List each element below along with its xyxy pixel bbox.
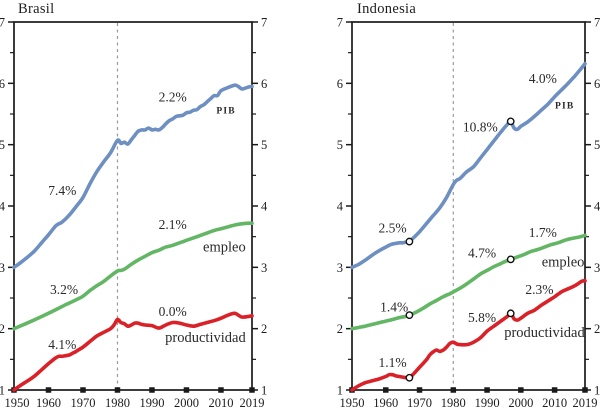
annotation-25: 2.5% <box>378 221 406 236</box>
annotation-47: 4.7% <box>468 246 496 261</box>
x-tick-label: 1970 <box>407 396 432 410</box>
y-tick-label-left: 1 <box>0 384 5 398</box>
breakpoint-marker-productividad <box>405 373 414 382</box>
x-tick-label: 1950 <box>340 396 365 410</box>
y-tick-label-left: 7 <box>0 16 5 30</box>
y-tick-label-right: 1 <box>261 384 267 398</box>
y-tick-label-left: 2 <box>337 322 343 336</box>
x-tick-marker <box>114 387 121 393</box>
series-line-PIB <box>12 83 254 270</box>
annotation-23: 2.3% <box>525 282 553 297</box>
annotation-empleo: empleo <box>542 254 585 270</box>
annotation-11: 1.1% <box>378 355 406 370</box>
annotation-22: 2.2% <box>159 89 187 104</box>
x-tick-marker <box>183 387 190 393</box>
x-tick-label: 2010 <box>542 396 567 410</box>
y-tick-label-right: 2 <box>594 322 600 336</box>
y-tick-label-right: 6 <box>594 77 600 91</box>
y-tick-label-right: 3 <box>594 261 600 275</box>
y-tick-label-left: 1 <box>337 384 343 398</box>
y-tick-label-right: 1 <box>594 384 600 398</box>
breakpoint-marker-PIB <box>506 117 515 126</box>
chart-indonesia: 1 1 2 2 3 3 4 4 5 5 6 6 7 7 1950 1960 1970 1980 1990 2000 20… <box>337 16 600 411</box>
breakpoint-marker-empleo <box>506 255 515 264</box>
breakpoint-marker-productividad <box>506 309 515 318</box>
y-tick-label-right: 2 <box>261 322 267 336</box>
annotation-108: 10.8% <box>463 119 498 134</box>
y-tick-label-left: 2 <box>0 322 5 336</box>
y-tick-label-left: 3 <box>0 261 5 275</box>
y-tick-label-right: 7 <box>594 16 600 30</box>
annotation-40: 4.0% <box>529 71 557 86</box>
x-tick-label: 1980 <box>441 396 466 410</box>
x-tick-label: 1990 <box>475 396 500 410</box>
annotation-14: 1.4% <box>380 300 408 315</box>
x-tick-marker <box>518 387 524 393</box>
y-tick-label-right: 6 <box>261 77 267 91</box>
annotation-41: 4.1% <box>48 337 76 352</box>
y-tick-label-left: 6 <box>337 77 343 91</box>
chart-brasil: 1 1 2 2 3 3 4 4 5 5 6 6 7 7 1950 1960 1970 1980 1990 2000 20… <box>0 16 268 411</box>
x-tick-marker <box>249 387 255 393</box>
x-tick-marker <box>383 387 389 393</box>
breakpoint-marker-empleo <box>405 311 414 320</box>
x-tick-marker <box>80 387 86 393</box>
x-tick-label: 1990 <box>139 396 164 410</box>
annotation-74: 7.4% <box>48 183 76 198</box>
chart-title-indonesia: Indonesia <box>357 1 417 17</box>
annotation-58: 5.8% <box>468 310 496 325</box>
x-tick-label: 2000 <box>508 396 533 410</box>
series-line-empleo <box>350 233 587 331</box>
x-tick-marker <box>450 387 457 393</box>
series-line-productividad <box>350 279 587 392</box>
y-tick-label-right: 5 <box>261 138 267 152</box>
series-line-PIB <box>350 61 587 270</box>
annotation-21: 2.1% <box>159 217 187 232</box>
y-tick-label-left: 5 <box>0 138 5 152</box>
x-tick-marker <box>484 387 490 393</box>
x-tick-label: 1970 <box>70 396 95 410</box>
x-tick-label: 2019 <box>240 396 265 410</box>
x-tick-label: 1980 <box>105 396 130 410</box>
x-tick-label: 1960 <box>373 396 398 410</box>
series-line-productividad <box>12 311 254 392</box>
x-tick-label: 2010 <box>208 396 233 410</box>
breakpoint-marker-PIB <box>405 237 414 246</box>
y-tick-label-right: 7 <box>261 16 267 30</box>
annotation-32: 3.2% <box>50 282 78 297</box>
x-tick-label: 1950 <box>5 396 30 410</box>
annotation-productividad: productividad <box>504 325 585 341</box>
annotation-PIB: PIB <box>555 102 574 112</box>
annotation-17: 1.7% <box>529 225 557 240</box>
x-tick-label: 2000 <box>174 396 199 410</box>
y-tick-label-right: 3 <box>261 261 267 275</box>
y-tick-label-left: 4 <box>337 200 344 214</box>
x-tick-marker <box>551 387 558 393</box>
annotation-productividad: productividad <box>165 330 246 346</box>
x-tick-label: 2019 <box>573 396 598 410</box>
annotation-empleo: empleo <box>203 240 246 256</box>
series-line-empleo <box>12 221 254 331</box>
y-tick-label-right: 4 <box>594 200 600 214</box>
x-tick-marker <box>582 387 588 393</box>
x-tick-label: 1960 <box>36 396 61 410</box>
y-tick-label-right: 4 <box>261 200 268 214</box>
x-tick-marker <box>416 387 423 393</box>
x-tick-marker <box>149 387 155 393</box>
y-tick-label-left: 3 <box>337 261 343 275</box>
y-tick-label-right: 5 <box>594 138 600 152</box>
x-tick-marker <box>45 387 52 393</box>
y-tick-label-left: 5 <box>337 138 343 152</box>
x-tick-marker <box>218 387 224 393</box>
annotation-00: 0.0% <box>159 304 187 319</box>
y-tick-label-left: 4 <box>0 200 6 214</box>
y-tick-label-left: 7 <box>337 16 343 30</box>
y-tick-label-left: 6 <box>0 77 5 91</box>
chart-title-brasil: Brasil <box>18 1 55 17</box>
annotation-PIB: PIB <box>216 107 235 117</box>
